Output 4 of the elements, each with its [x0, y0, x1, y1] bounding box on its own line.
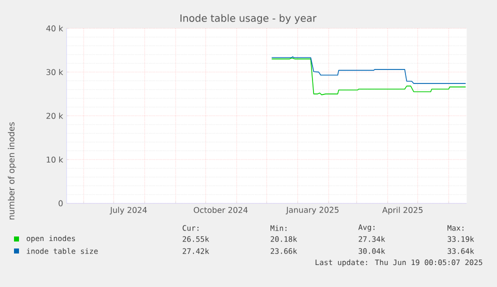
y-axis-title: number of open inodes [8, 122, 16, 220]
line-series [271, 56, 466, 84]
line-series [271, 58, 466, 96]
chart-title: Inode table usage - by year [180, 14, 317, 24]
